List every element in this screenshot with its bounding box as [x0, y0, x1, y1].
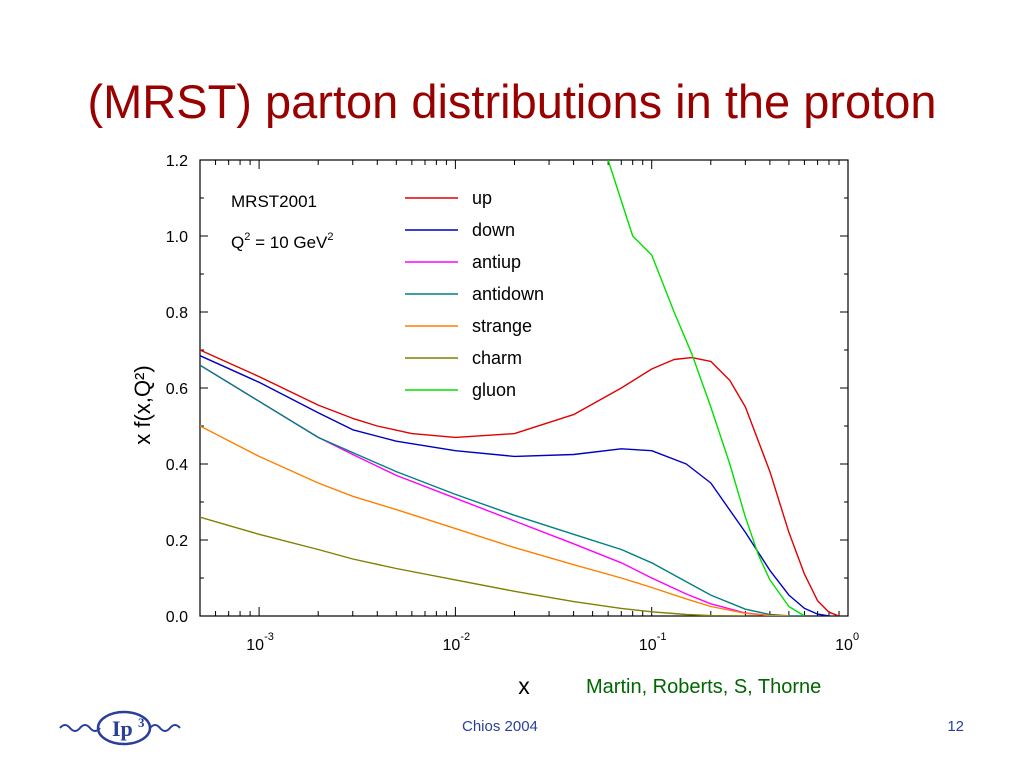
- y-tick-label: 0.8: [166, 305, 188, 322]
- slide-title: (MRST) parton distributions in the proto…: [87, 75, 937, 128]
- series-line-antidown: [200, 364, 805, 616]
- logo-wave-left: [59, 724, 101, 732]
- x-tick-label: 10: [442, 637, 460, 654]
- x-axis-label: x: [518, 673, 530, 699]
- legend-label-antiup: antiup: [472, 252, 521, 272]
- ip3-logo: Ip 3: [59, 710, 181, 746]
- plot-frame: [199, 159, 849, 617]
- x-tick-exponent: -2: [460, 631, 470, 643]
- legend-label-antidown: antidown: [472, 284, 544, 304]
- series-line-gluon: [607, 160, 805, 616]
- legend-label-strange: strange: [472, 316, 532, 336]
- annotation-scale: Q2 = 10 GeV2: [231, 231, 334, 252]
- logo-superscript: 3: [138, 715, 145, 730]
- annotation-model: MRST2001: [231, 192, 317, 211]
- series-line-antiup: [200, 364, 789, 616]
- y-tick-labels: 0.0 0.2 0.4 0.6 0.8 1.0 1.2: [166, 153, 188, 626]
- series-lines: [200, 160, 840, 616]
- y-tick-label: 1.0: [166, 229, 188, 246]
- x-tick-label: 10: [246, 637, 264, 654]
- series-line-down: [200, 355, 830, 616]
- footer-venue: Chios 2004: [462, 718, 538, 735]
- annotation-unit-exp: 2: [327, 231, 333, 243]
- series-line-up: [200, 349, 840, 616]
- page-number: 12: [947, 718, 964, 735]
- x-tick-exponent: -3: [264, 631, 274, 643]
- legend-label-up: up: [472, 188, 492, 208]
- series-line-strange: [200, 425, 789, 616]
- annotation-q-exp: 2: [244, 231, 250, 243]
- x-tick-label: 10: [639, 637, 657, 654]
- annotation-eq: = 10 GeV: [250, 233, 328, 252]
- credit-text: Martin, Roberts, S, Thorne: [586, 676, 822, 698]
- logo-wave-right: [149, 724, 181, 732]
- y-tick-label: 0.0: [166, 609, 188, 626]
- x-tick-label: 10: [835, 637, 853, 654]
- series-line-charm: [200, 516, 746, 616]
- y-tick-label: 0.2: [166, 533, 188, 550]
- axis-ticks: [199, 159, 849, 617]
- legend-label-down: down: [472, 220, 515, 240]
- y-tick-label: 0.4: [166, 457, 188, 474]
- legend-label-gluon: gluon: [472, 380, 516, 400]
- x-tick-labels: 10 -3 10 -2 10 -1 10 0: [246, 631, 859, 654]
- logo-text: Ip: [112, 716, 133, 741]
- y-tick-label: 0.6: [166, 381, 188, 398]
- legend-label-charm: charm: [472, 348, 522, 368]
- x-tick-exponent: 0: [853, 631, 859, 643]
- x-tick-exponent: -1: [657, 631, 667, 643]
- legend: up down antiup antidown strange charm gluon: [405, 188, 544, 400]
- parton-distribution-chart: 0.00.20.40.60.81.01.2 10 -3 10 -2 10 -1 10 0 up…: [130, 153, 859, 699]
- y-tick-label: 1.2: [166, 153, 188, 170]
- y-axis-label: x f(x,Q²): [130, 365, 155, 444]
- annotation-q: Q: [231, 233, 244, 252]
